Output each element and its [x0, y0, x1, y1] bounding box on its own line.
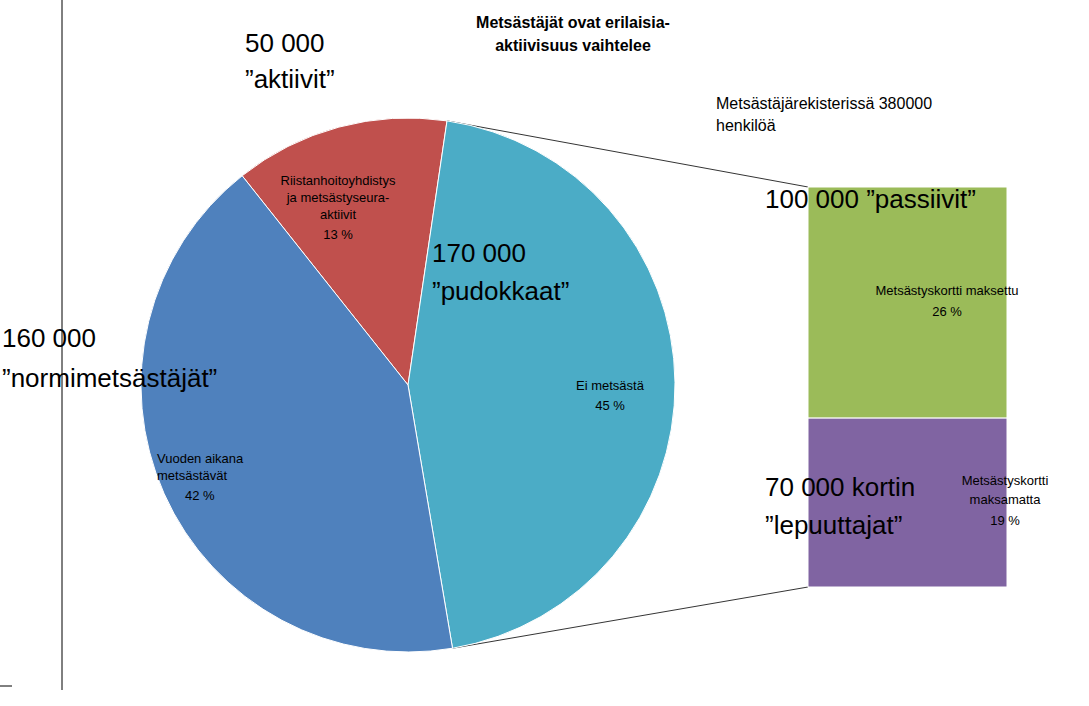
subtitle: Metsästäjärekisterissä 380000 henkilöä: [716, 95, 932, 134]
bar-label-line: maksamatta: [970, 492, 1042, 507]
frame-tick: [0, 686, 12, 687]
group-label: 160 000 ”normimetsästäjät”: [2, 323, 217, 393]
pie-slice: [408, 121, 675, 648]
bar-label: Metsästyskortti maksamatta: [962, 473, 1049, 507]
slice-value-label: 45 %: [595, 398, 625, 413]
bar-value-label: 19 %: [990, 513, 1020, 528]
bar-label-line: Metsästyskortti: [962, 473, 1049, 488]
group-label: 170 000 ”pudokkaat”: [432, 238, 569, 306]
slice-label-line: metsästävät: [157, 468, 227, 483]
subtitle-line: Metsästäjärekisterissä 380000: [716, 95, 932, 112]
title: Metsästäjät ovat erilaisia-aktiivisuus v…: [476, 14, 670, 54]
slice-label-line: Vuoden aikana: [157, 451, 244, 466]
bar-group-label-line: ”lepuuttajat”: [765, 510, 902, 540]
bar-segment: [808, 187, 1007, 418]
slice-label: Riistanhoitoyhdistys ja metsästyseura-akt…: [281, 173, 396, 222]
subtitle-line: henkilöä: [716, 117, 776, 134]
group-label-line: ”normimetsästäjät”: [2, 363, 217, 393]
title-line: Metsästäjät ovat erilaisia-: [476, 14, 670, 31]
pie: [141, 118, 675, 652]
bar-value-label: 26 %: [932, 304, 962, 319]
bar-group-label: 70 000 kortin ”lepuuttajat”: [765, 472, 915, 540]
chart: Metsästäjät ovat erilaisia-aktiivisuus v…: [0, 0, 1089, 706]
group-label: 50 000 ”aktiivit”: [245, 28, 335, 94]
marks: [141, 118, 1007, 652]
group-label-line: 170 000: [432, 238, 526, 268]
group-label-line: ”aktiivit”: [245, 64, 335, 94]
pie-slice: [141, 176, 453, 652]
bar-group-label: 100 000 ”passiivit”: [765, 184, 976, 214]
group-label-line: 160 000: [2, 323, 96, 353]
title-line: aktiivisuus vaihtelee: [495, 37, 651, 54]
slice-label: Ei metsästä: [576, 378, 645, 393]
slice-label: Vuoden aikana metsästävät: [157, 451, 244, 483]
slice-value-label: 13 %: [323, 227, 353, 242]
bar-label: Metsästyskortti maksettu: [875, 283, 1018, 298]
slice-label-line: Riistanhoitoyhdistys: [281, 173, 396, 188]
slice-value-label: 42 %: [185, 488, 215, 503]
bar-group-label-line: 100 000 ”passiivit”: [765, 184, 976, 214]
group-label-line: 50 000: [245, 28, 325, 58]
bar-label-line: Metsästyskortti maksettu: [875, 283, 1018, 298]
slice-label-line: ja metsästyseura-: [286, 190, 390, 205]
group-label-line: ”pudokkaat”: [432, 276, 569, 306]
slice-label-line: aktiivit: [320, 207, 357, 222]
slice-label-line: Ei metsästä: [576, 378, 645, 393]
bar-group-label-line: 70 000 kortin: [765, 472, 915, 502]
texts: Metsästäjät ovat erilaisia-aktiivisuus v…: [2, 14, 1048, 540]
